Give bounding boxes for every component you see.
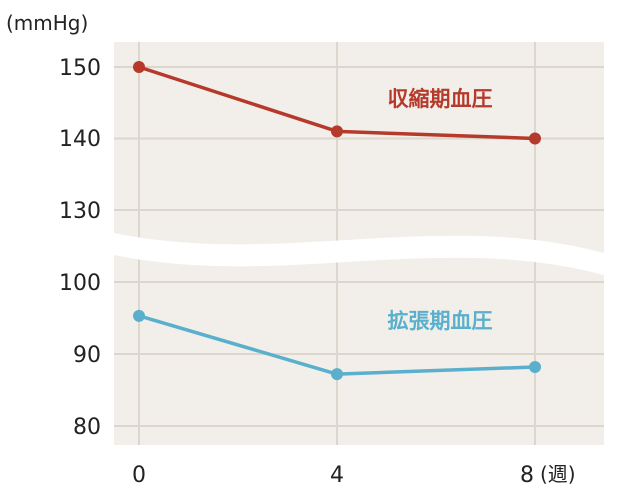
data-point-1-2 [529,360,541,373]
y-tick-label-100: 100 [59,271,101,296]
data-point-1-0 [133,309,145,322]
y-tick-label-80: 80 [73,415,101,440]
systolic-series-label: 収縮期血圧 [388,87,493,111]
y-axis-unit: (mmHg) [6,11,88,35]
data-point-0-1 [331,125,343,138]
axis-break-band [113,232,605,276]
y-tick-label-150: 150 [59,56,101,81]
x-tick-label-8: 8 [520,463,534,488]
grid-lines [114,42,604,445]
x-tick-label-4: 4 [330,463,344,488]
x-tick-label-0: 0 [132,463,146,488]
y-tick-label-140: 140 [59,127,101,152]
diastolic-series-label: 拡張期血圧 [388,309,493,333]
y-tick-label-90: 90 [73,343,101,368]
y-tick-label-130: 130 [59,199,101,224]
data-point-0-2 [529,132,541,145]
data-point-0-0 [133,61,145,73]
data-point-1-1 [331,368,343,381]
x-axis-unit: (週) [540,462,576,486]
series-layer [133,61,541,381]
